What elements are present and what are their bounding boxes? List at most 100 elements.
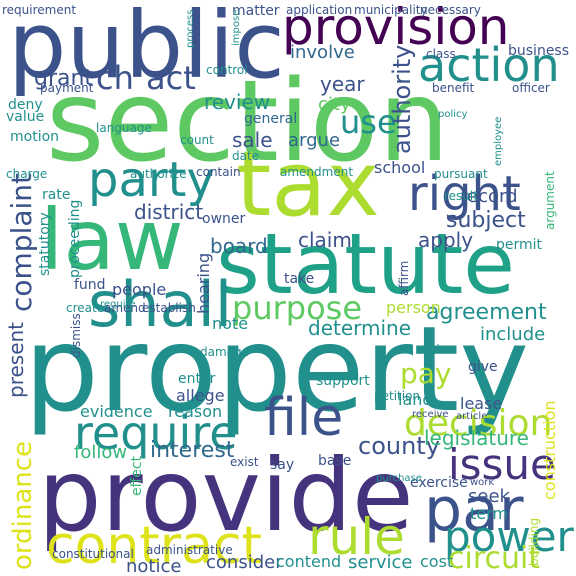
word-constitutional: constitutional [52, 547, 134, 561]
word-allege: allege [176, 386, 225, 405]
word-notice: notice [126, 556, 182, 576]
word-claim: claim [298, 228, 352, 252]
word-land: land [398, 390, 433, 409]
word-control: control [206, 63, 248, 77]
word-argument: argument [543, 171, 557, 230]
word-county: county [358, 432, 440, 460]
word-law: law [40, 191, 184, 289]
word-authority: authority [388, 44, 416, 154]
word-service: service [348, 552, 413, 573]
word-petition: petition [374, 389, 421, 403]
word-statute: statute [216, 215, 515, 313]
word-effect: effect [129, 455, 145, 496]
word-pay: pay [400, 357, 452, 390]
word-city: city [318, 94, 351, 115]
word-right: right [408, 166, 521, 222]
word-duty: duty [424, 343, 447, 354]
word-evidence: evidence [80, 402, 153, 421]
word-act: act [146, 59, 196, 97]
word-year: year [320, 72, 365, 96]
word-argue: argue [288, 130, 341, 151]
word-fund: fund [74, 277, 106, 293]
word-action: action [418, 38, 560, 92]
word-payment: payment [40, 81, 94, 95]
word-authorize: authorize [130, 167, 187, 181]
word-district: district [134, 200, 204, 224]
word-process: process [185, 9, 196, 48]
word-matter: matter [232, 3, 280, 19]
word-proceeding: proceeding [67, 199, 83, 278]
word-result: result [444, 189, 478, 203]
word-apply: apply [418, 228, 474, 252]
word-complaint: complaint [5, 172, 38, 312]
word-building: building [527, 517, 541, 566]
word-section: section [46, 57, 450, 187]
word-affirm: affirm [397, 260, 411, 296]
word-property: property [24, 300, 530, 438]
word-note: note [212, 314, 249, 333]
word-necessary: necessary [420, 3, 481, 17]
word-involve: involve [290, 42, 355, 63]
word-present: present [4, 321, 28, 398]
word-employee: employee [493, 116, 504, 166]
word-work: work [470, 477, 495, 488]
word-language: language [96, 121, 152, 135]
word-owner: owner [202, 211, 246, 227]
word-people: people [112, 280, 167, 299]
word-business: business [508, 43, 570, 59]
word-term: term [470, 504, 508, 523]
word-follow: follow [74, 442, 128, 463]
word-officer: officer [512, 81, 550, 95]
word-construction: construction [540, 400, 559, 501]
word-amend: amend [104, 301, 146, 315]
word-ch: ch [96, 59, 134, 97]
word-deny: deny [8, 97, 43, 113]
word-file: file [264, 388, 344, 448]
word-requirement: requirement [2, 3, 77, 17]
word-use: use [340, 103, 397, 141]
word-tax: tax [236, 132, 380, 237]
word-pursuant: pursuant [434, 167, 488, 181]
word-shall: shall [88, 268, 233, 341]
word-amendment: amendment [280, 165, 354, 179]
word-issue: issue [448, 440, 556, 489]
word-public: public [8, 0, 285, 99]
word-include: include [480, 324, 546, 345]
word-motion: motion [10, 129, 60, 145]
word-value: value [6, 109, 45, 125]
word-provide: provide [38, 437, 414, 554]
word-purpose: purpose [232, 289, 362, 327]
word-provision: provision [282, 0, 510, 56]
word-create: create [66, 301, 105, 315]
word-determine: determine [308, 316, 412, 340]
word-municipality: municipality [354, 3, 428, 17]
word-benefit: benefit [432, 81, 475, 95]
word-review: review [204, 90, 271, 114]
word-policy: policy [438, 109, 468, 120]
word-grant: grant [34, 66, 94, 91]
word-base: base [318, 453, 352, 469]
word-contain: contain [196, 165, 241, 179]
word-exercise: exercise [410, 475, 468, 491]
word-seek: seek [468, 486, 510, 507]
word-agreement: agreement [426, 300, 547, 325]
word-dismiss: dismiss [69, 313, 83, 358]
word-permit: permit [496, 237, 543, 253]
word-statutory: statutory [37, 212, 53, 276]
word-interest: interest [150, 438, 235, 463]
word-subject: subject [446, 208, 526, 233]
word-charge: charge [6, 167, 48, 181]
word-hearing: hearing [194, 252, 213, 314]
word-require: require [100, 299, 136, 310]
word-decision: decision [404, 403, 553, 444]
word-rate: rate [42, 187, 71, 203]
word-lease: lease [460, 394, 503, 413]
word-reason: reason [168, 402, 223, 421]
word-article: article [456, 411, 488, 422]
word-enter: enter [178, 371, 216, 387]
word-contract: contract [46, 516, 262, 576]
word-impose: impose [231, 9, 242, 46]
word-record: record [460, 186, 518, 207]
word-rule: rule [308, 508, 405, 566]
